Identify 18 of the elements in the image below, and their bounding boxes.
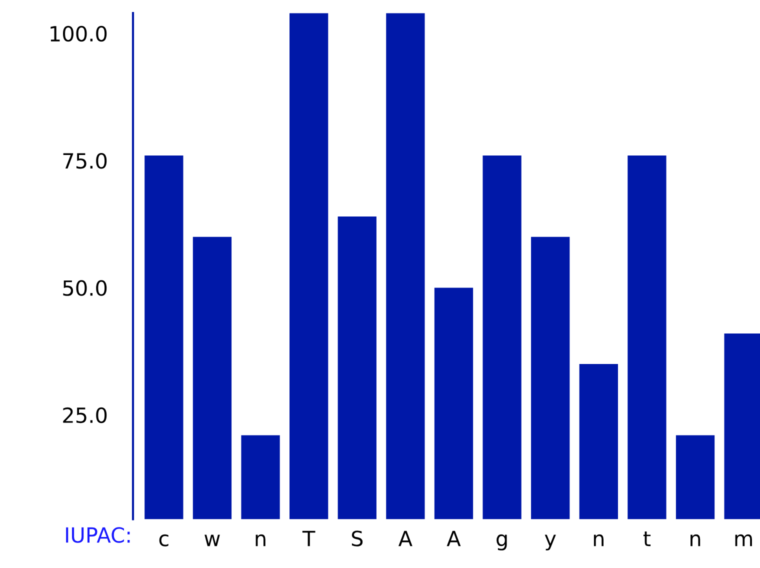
x-tick-label: n [594,534,604,546]
x-tick-label: c [159,534,168,546]
x-tick-label: S [352,530,363,546]
x-tick-label: n [256,534,266,546]
x-tick-label: n [690,534,700,546]
x-tick-label: y [544,534,556,550]
x-tick-label: t [643,531,651,546]
y-tick-label: 75.0 [63,153,107,169]
x-tick-label: A [446,530,461,546]
x-tick-label: T [302,530,316,546]
y-tick-label: 25.0 [63,407,107,424]
y-tick-label: 50.0 [63,280,107,296]
x-tick-label: m [735,534,752,546]
x-axis-title: IUPAC: [66,527,130,543]
x-tick-label: A [398,530,412,546]
x-tick-label: g [496,534,507,550]
y-tick-label: 100.0 [50,26,107,42]
x-tick-label: w [204,534,220,546]
